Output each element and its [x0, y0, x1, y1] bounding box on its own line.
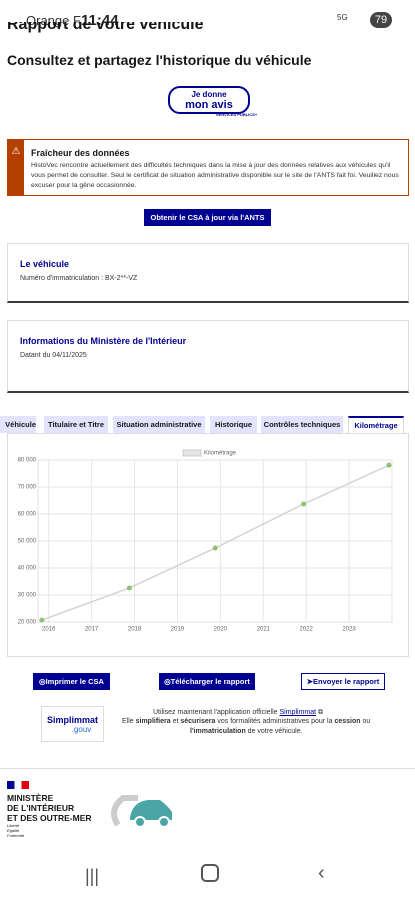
ministry-line: DE L'INTÉRIEUR: [7, 803, 75, 813]
send-button[interactable]: ➤ Envoyer le rapport: [301, 673, 385, 690]
text: l'immatriculation de votre véhicule.: [190, 728, 303, 735]
point: [301, 501, 307, 507]
feedback-line: mon avis: [185, 99, 233, 111]
ministry: MINISTÈRE DE L'INTÉRIEUR ET DES OUTRE-MER: [7, 793, 92, 823]
x-tick-label: 2016: [42, 627, 56, 633]
page-title: Rapport de votre véhicule: [7, 22, 204, 33]
x-tick-label: 2022: [300, 627, 314, 633]
card-title: Le véhicule: [20, 259, 70, 269]
alert: ⚠ Fraîcheur des données HistoVec rencont…: [7, 139, 409, 196]
x-tick-label: 2020: [214, 627, 228, 633]
text: Elle: [122, 718, 136, 725]
point: [212, 545, 218, 551]
text: de votre véhicule.: [245, 728, 303, 735]
feedback-button[interactable]: Je donne mon avis: [168, 86, 250, 114]
tab[interactable]: Véhicule: [0, 416, 36, 433]
ministry-line: MINISTÈRE: [7, 793, 54, 803]
text: simplifiera: [135, 718, 171, 725]
x-tick-label: 2021: [257, 627, 271, 633]
y-tick-label: 40 000: [18, 566, 37, 572]
simplimmat-logo: Simplimmat .gouv: [41, 706, 104, 742]
download-button[interactable]: ◎ Télécharger le rapport: [159, 673, 255, 690]
text: l'immatriculation: [190, 728, 246, 735]
card-text: Numéro d'immatriculation : BX-2**-VZ: [20, 275, 138, 282]
chart: 20 000 30 000 40 000 50 000 60 000 70 000 80 0…: [18, 449, 393, 633]
card-text: Datant du 04/11/2025: [20, 352, 87, 359]
y-tick-label: 30 000: [18, 593, 37, 599]
tab[interactable]: Situation administrative: [113, 416, 205, 433]
x-tick-label: 2023: [342, 627, 356, 633]
time: 11:44: [81, 12, 119, 29]
tab[interactable]: Historique: [210, 416, 257, 433]
nav-back[interactable]: ‹: [318, 862, 325, 884]
y-tick-label: 80 000: [18, 458, 37, 464]
battery: 79: [370, 12, 392, 28]
logo-text: Simplimmat: [46, 715, 98, 725]
motto-line: Fraternité: [7, 833, 25, 838]
x-tick-label: 2018: [128, 627, 142, 633]
point: [39, 617, 45, 623]
print-button[interactable]: ◎ Imprimer le CSA: [33, 673, 110, 690]
legend-label: Kilométrage: [204, 451, 237, 457]
motto-line: Égalité: [7, 828, 20, 833]
x-tick-label: 2019: [171, 627, 185, 633]
label: Envoyer le rapport: [313, 677, 380, 686]
network: 5G: [337, 13, 348, 22]
y-tick-label: 20 000: [18, 620, 37, 626]
text: Utilisez maintenant l'application offici…: [153, 709, 278, 716]
point: [126, 585, 132, 591]
point: [386, 462, 392, 468]
x-tick-label: 2017: [85, 627, 99, 633]
plot-border: [37, 459, 393, 623]
text: sécurisera: [180, 718, 216, 725]
feedback-line: Je donne: [191, 90, 227, 99]
subtitle: Consultez et partagez l'historique du vé…: [7, 52, 312, 68]
alert-text: HistoVec rencontre actuellement des diff…: [31, 162, 399, 189]
text: cession: [334, 718, 361, 725]
carrier: Orange F: [26, 13, 81, 28]
label: Imprimer le CSA: [45, 677, 104, 686]
line: [41, 464, 390, 621]
text: Utilisez maintenant l'application offici…: [153, 709, 324, 716]
nav-recent[interactable]: |||: [85, 866, 100, 886]
tab[interactable]: Titulaire et Titre: [44, 416, 108, 433]
alert-title: Fraîcheur des données: [31, 148, 130, 158]
motto-line: Liberté: [7, 823, 20, 828]
ants-button[interactable]: Obtenir le CSA à jour via l'ANTS: [144, 209, 271, 226]
text: ou: [360, 718, 371, 725]
y-tick-label: 60 000: [18, 512, 37, 518]
flag: [7, 781, 29, 789]
text: vos formalités administratives pour la: [215, 718, 335, 725]
legend-swatch: [182, 449, 202, 457]
label: Télécharger le rapport: [170, 677, 250, 686]
nav-home[interactable]: [201, 864, 219, 882]
ministry-card: Informations du Ministère de l'Intérieur…: [7, 320, 409, 393]
link[interactable]: Simplimmat: [279, 709, 317, 716]
divider: [0, 768, 415, 769]
badge: SERVICES PUBLICS+: [216, 112, 258, 117]
chart-panel: [7, 433, 409, 657]
vehicle-card: Le véhicule Numéro d'immatriculation : B…: [7, 243, 409, 303]
car-logo: [111, 795, 172, 828]
y-tick-label: 50 000: [18, 539, 37, 545]
tab[interactable]: Kilométrage: [348, 416, 404, 433]
y-tick-label: 70 000: [18, 485, 37, 491]
tab[interactable]: Contrôles techniques: [261, 416, 343, 433]
text: et: [170, 718, 181, 725]
text: Elle simplifiera et sécurisera vos forma…: [122, 718, 370, 725]
logo-suffix: .gouv: [71, 725, 92, 734]
card-title: Informations du Ministère de l'Intérieur: [20, 336, 187, 346]
ministry-line: ET DES OUTRE-MER: [7, 813, 92, 823]
motto: Liberté Égalité Fraternité: [7, 823, 24, 838]
